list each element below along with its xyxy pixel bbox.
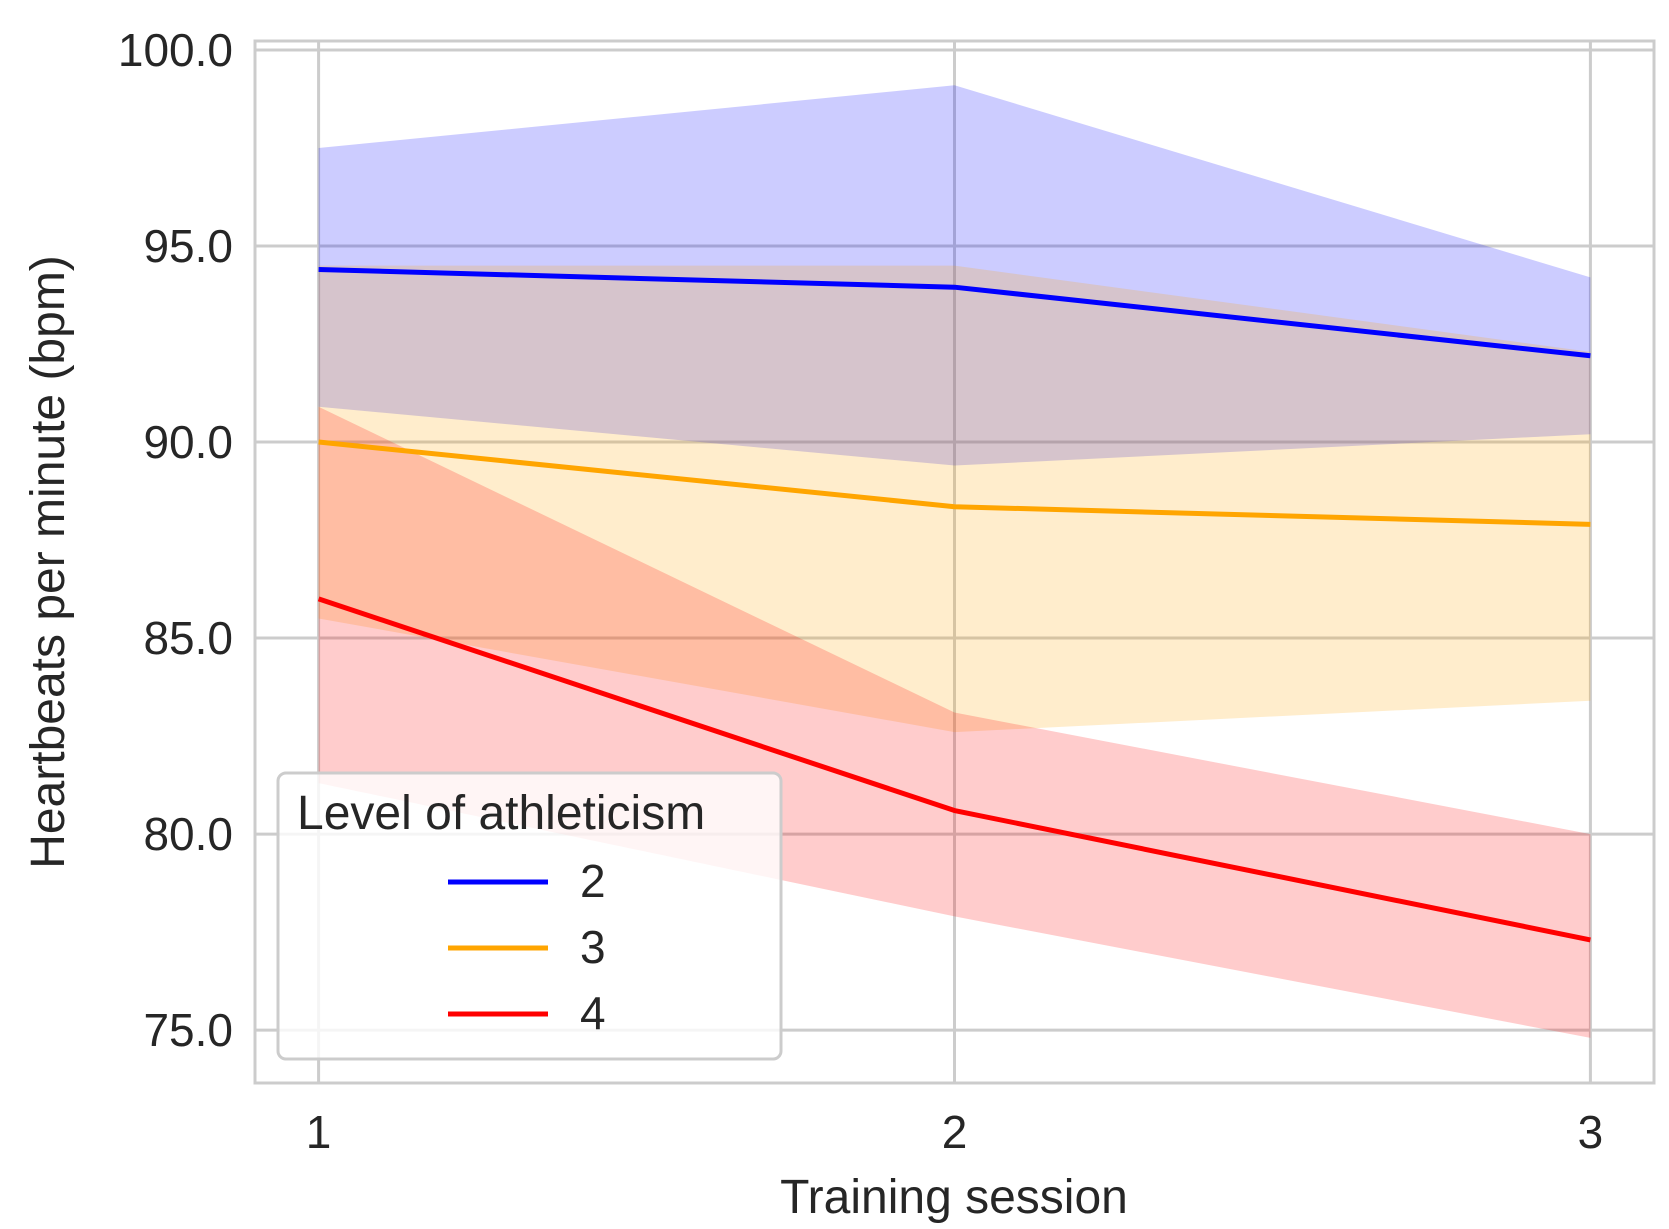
y-tick-label: 90.0: [143, 416, 233, 468]
ci-band-3: [318, 265, 1591, 733]
x-axis-label: Training session: [780, 1171, 1128, 1224]
legend-label-3: 3: [580, 921, 606, 973]
confidence-bands: [318, 85, 1591, 1038]
y-tick-labels: 75.0 80.0 85.0 90.0 95.0 100.0: [118, 24, 233, 1056]
x-tick-label: 1: [306, 1106, 332, 1158]
legend-box: [276, 771, 783, 1061]
y-tick-label: 85.0: [143, 612, 233, 664]
x-tick-label: 2: [942, 1106, 968, 1158]
y-tick-label: 100.0: [118, 24, 233, 76]
ci-band-2: [318, 85, 1591, 466]
legend-label-4: 4: [580, 987, 606, 1039]
series-lines: [317, 267, 1591, 943]
legend: Level of athleticism 2 3 4: [276, 771, 783, 1061]
y-axis-label: Heartbeats per minute (bpm): [22, 255, 75, 869]
y-tick-label: 95.0: [143, 220, 233, 272]
y-tick-label: 80.0: [143, 808, 233, 860]
x-tick-labels: 1 2 3: [306, 1106, 1603, 1158]
legend-title: Level of athleticism: [297, 787, 705, 840]
axes-frame: [253, 39, 1656, 1085]
legend-label-2: 2: [580, 855, 606, 907]
ci-band-4: [318, 406, 1591, 1038]
y-tick-label: 75.0: [143, 1004, 233, 1056]
x-tick-label: 3: [1578, 1106, 1604, 1158]
